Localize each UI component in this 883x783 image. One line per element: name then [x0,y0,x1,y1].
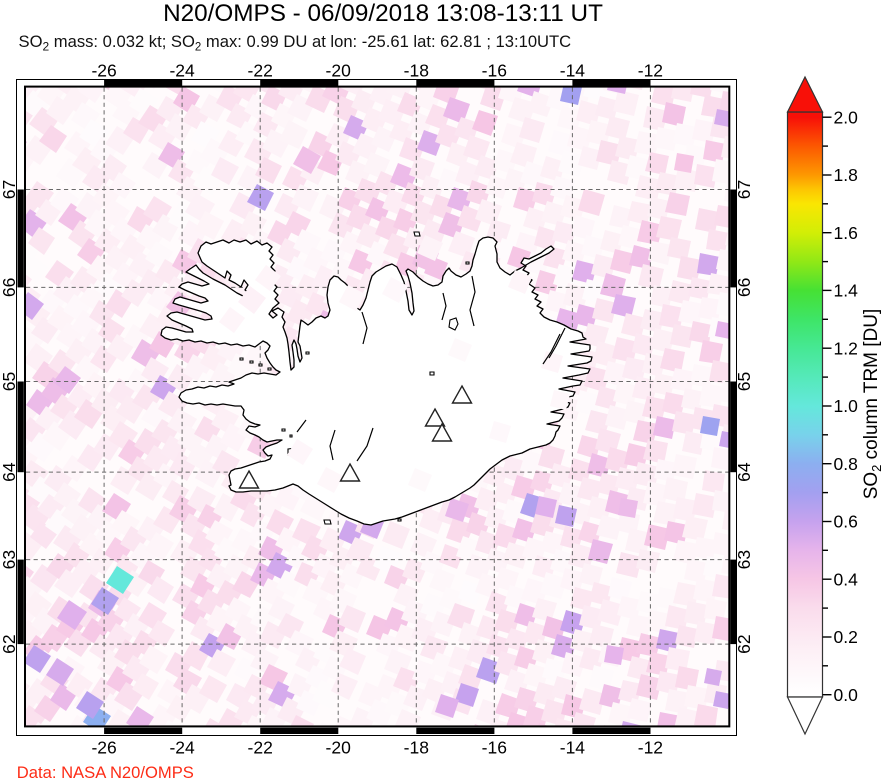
svg-text:-20: -20 [326,61,352,81]
svg-text:1.2: 1.2 [834,338,858,358]
svg-text:Data: NASA N20/OMPS: Data: NASA N20/OMPS [17,763,194,782]
svg-text:N20/OMPS - 06/09/2018 13:08-13: N20/OMPS - 06/09/2018 13:08-13:11 UT [163,0,603,27]
svg-text:-26: -26 [91,61,116,81]
svg-text:-18: -18 [404,61,429,81]
svg-text:1.8: 1.8 [834,165,858,185]
svg-text:0.2: 0.2 [834,627,858,647]
svg-text:64: 64 [0,462,19,482]
svg-text:2.0: 2.0 [834,107,859,127]
svg-text:67: 67 [0,180,19,199]
svg-text:65: 65 [734,372,754,391]
svg-text:-22: -22 [248,738,273,758]
svg-text:SO2 mass: 0.032 kt; SO2 max: 0: SO2 mass: 0.032 kt; SO2 max: 0.99 DU at … [19,32,572,54]
svg-text:-24: -24 [169,738,195,758]
svg-text:66: 66 [734,278,754,297]
svg-text:0.0: 0.0 [834,685,859,705]
svg-text:1.6: 1.6 [834,223,858,243]
svg-text:63: 63 [0,550,19,569]
svg-text:-14: -14 [560,738,586,758]
svg-text:-16: -16 [482,61,507,81]
svg-text:-12: -12 [638,61,663,81]
svg-text:-18: -18 [404,738,429,758]
svg-text:62: 62 [0,634,19,653]
svg-text:0.4: 0.4 [834,569,859,589]
svg-text:-26: -26 [91,738,116,758]
svg-text:-16: -16 [482,738,507,758]
svg-text:65: 65 [0,372,19,391]
svg-text:1.0: 1.0 [834,396,859,416]
svg-text:-14: -14 [560,61,586,81]
svg-text:SO2 column TRM [DU]: SO2 column TRM [DU] [861,309,883,500]
svg-text:-22: -22 [248,61,273,81]
svg-text:66: 66 [0,278,19,297]
svg-text:-24: -24 [169,61,195,81]
svg-text:62: 62 [734,634,754,653]
svg-text:0.8: 0.8 [834,454,858,474]
svg-text:64: 64 [734,462,754,482]
svg-text:63: 63 [734,550,754,569]
svg-text:0.6: 0.6 [834,512,858,532]
svg-text:-12: -12 [638,738,663,758]
svg-text:1.4: 1.4 [834,281,859,301]
svg-text:-20: -20 [326,738,352,758]
svg-text:67: 67 [734,180,754,199]
